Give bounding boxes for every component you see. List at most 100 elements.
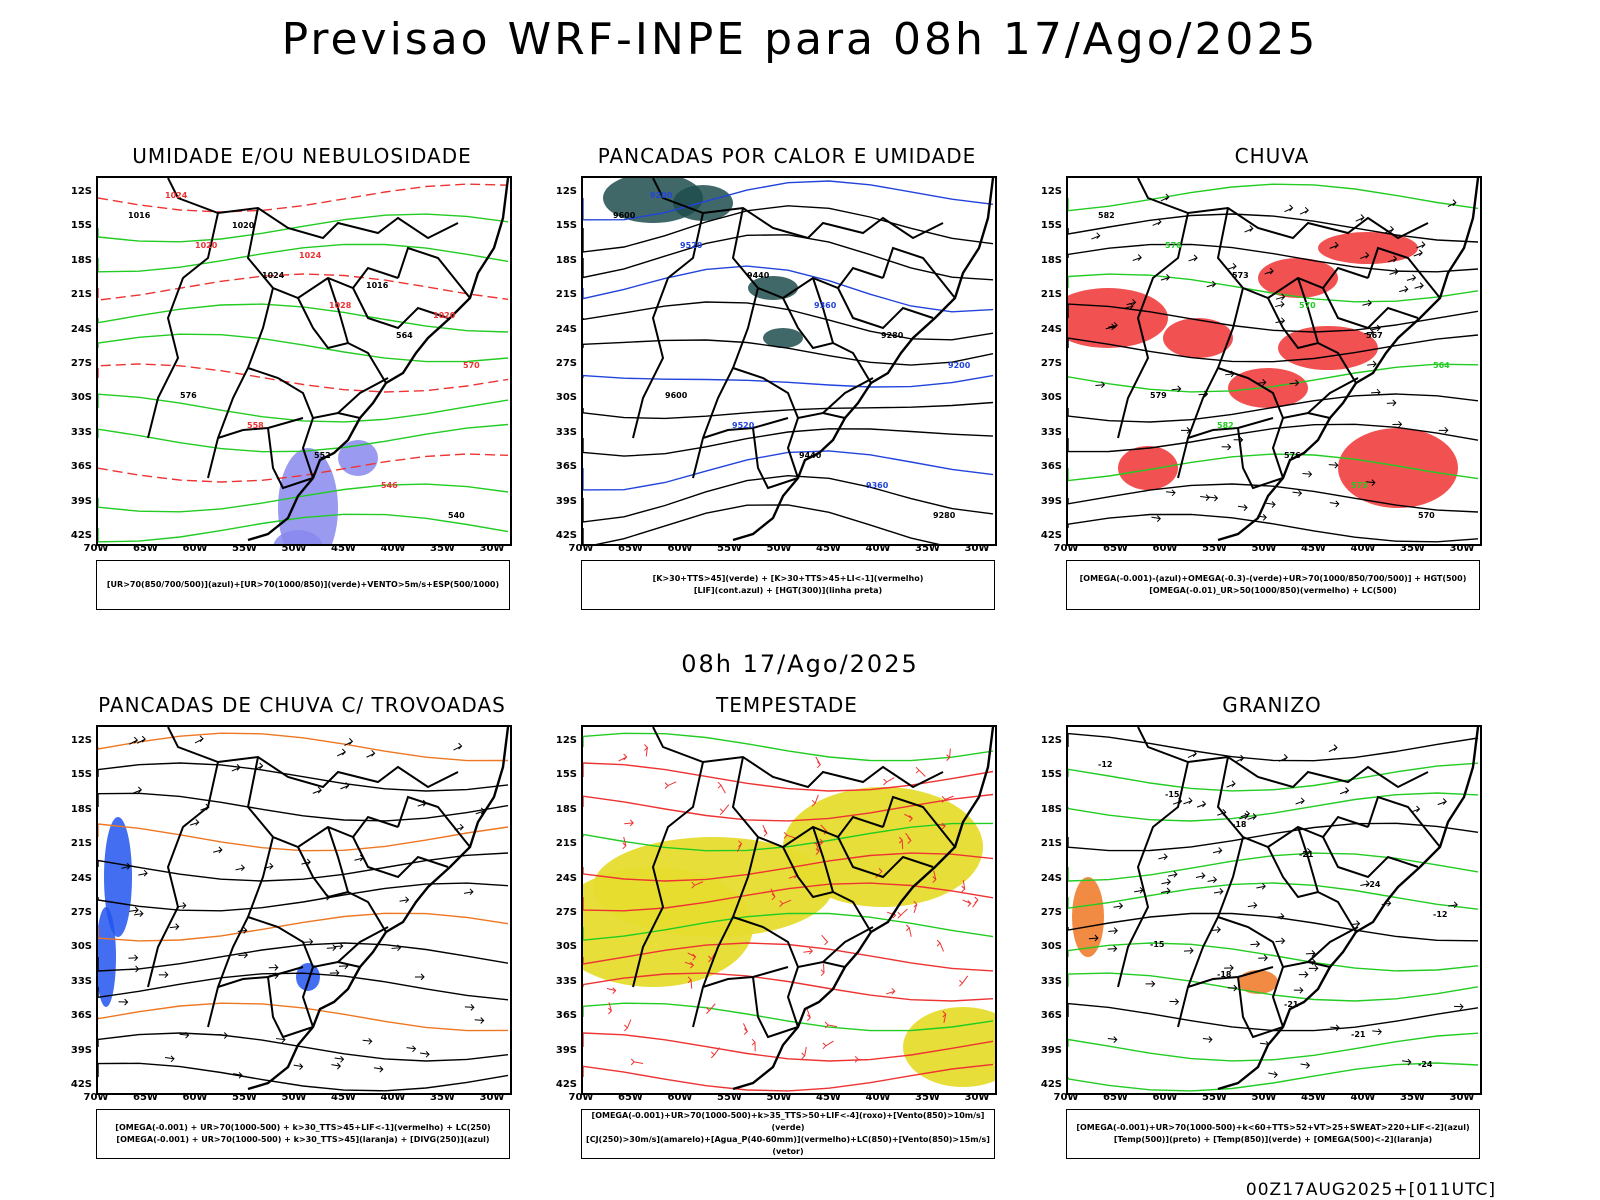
map-area bbox=[581, 725, 997, 1095]
map-panel-5: TEMPESTADE 12S 15S 18S 21S 24S 27S 30S 33S 36S 39S… bbox=[556, 693, 997, 1171]
wind-arrow bbox=[1107, 945, 1118, 952]
wind-arrow bbox=[1264, 267, 1274, 275]
wind-arrow bbox=[1362, 299, 1372, 307]
state-border bbox=[1297, 277, 1319, 344]
state-border bbox=[1217, 367, 1331, 420]
field-patch bbox=[1118, 446, 1178, 490]
longitude-label: 70W bbox=[1053, 1092, 1079, 1103]
latitude-label: 18S bbox=[70, 803, 92, 815]
wind-arrow bbox=[1389, 268, 1399, 275]
wind-arrow bbox=[1448, 901, 1458, 909]
latitude-label: 30S bbox=[555, 941, 577, 953]
field-patch bbox=[338, 440, 378, 476]
longitude-label: 30W bbox=[1449, 1092, 1475, 1103]
isoline bbox=[583, 822, 994, 852]
state-border bbox=[1367, 795, 1441, 848]
wind-arrow bbox=[820, 963, 825, 977]
latitude-label: 27S bbox=[1040, 358, 1062, 369]
longitude-label: 45W bbox=[331, 1092, 356, 1103]
latitude-label: 36S bbox=[555, 461, 577, 473]
contour-label: 9600 bbox=[613, 211, 636, 220]
latitude-label: 33S bbox=[70, 975, 92, 987]
wind-arrow bbox=[624, 819, 634, 827]
field-patch bbox=[296, 963, 320, 991]
wind-arrow bbox=[1239, 812, 1249, 820]
wind-arrow bbox=[1247, 813, 1257, 820]
longitude-label: 65W bbox=[133, 543, 158, 554]
longitude-label: 40W bbox=[380, 1092, 406, 1103]
wind-arrow bbox=[1284, 204, 1294, 213]
wind-arrow bbox=[1256, 882, 1266, 890]
state-border bbox=[731, 756, 884, 849]
state-border bbox=[731, 207, 884, 300]
map-panel-4: PANCADAS DE CHUVA C/ TROVOADAS 12S 15S 18S 2… bbox=[71, 693, 512, 1171]
wind-arrow bbox=[1196, 800, 1207, 808]
wind-arrow bbox=[1151, 515, 1162, 522]
wind-arrow bbox=[1227, 984, 1238, 992]
contour-label: 564 bbox=[1433, 361, 1450, 370]
latitude-label: 30S bbox=[70, 941, 92, 953]
state-border bbox=[692, 287, 759, 479]
map-canvas bbox=[583, 727, 995, 1092]
wind-arrow bbox=[1202, 1036, 1213, 1043]
legend-text: [OMEGA(-0.001)+UR>70(1000-500)+k>35_TTS>… bbox=[591, 1111, 985, 1132]
wind-arrow bbox=[932, 870, 937, 883]
state-border bbox=[732, 367, 846, 420]
wind-arrow bbox=[132, 786, 143, 794]
legend-text: [Temp(500)](preto) + [Temp(850)](verde) … bbox=[1113, 1135, 1433, 1144]
longitude-label: 40W bbox=[865, 1092, 891, 1103]
wind-arrow bbox=[962, 899, 972, 907]
contour-label: -24 bbox=[1418, 1060, 1433, 1069]
wind-arrow bbox=[138, 869, 148, 877]
wind-arrow bbox=[1212, 847, 1223, 854]
latitude-label: 15S bbox=[70, 769, 92, 781]
forecast-time-title: 08h 17/Ago/2025 bbox=[681, 650, 919, 678]
state-border bbox=[327, 277, 349, 344]
longitude-label: 40W bbox=[1350, 543, 1376, 554]
longitude-label: 60W bbox=[1152, 1092, 1178, 1103]
isoline bbox=[583, 450, 994, 491]
wind-arrow bbox=[453, 742, 463, 751]
contour-label: 579 bbox=[1150, 391, 1167, 400]
wind-arrow bbox=[1169, 998, 1180, 1006]
map-area: 1016 1020 1024 1028 564 570 576 558 552 546 540 102… bbox=[96, 176, 512, 546]
isoline bbox=[98, 882, 509, 912]
wind-arrow bbox=[1088, 934, 1099, 942]
latitude-label: 18S bbox=[70, 254, 92, 266]
latitude-label: 12S bbox=[1040, 186, 1062, 197]
latitude-label: 15S bbox=[70, 220, 92, 232]
latitude-label: 39S bbox=[555, 495, 577, 507]
latitude-label: 12S bbox=[555, 186, 577, 197]
state-border bbox=[1187, 966, 1274, 988]
wind-arrow bbox=[1235, 754, 1245, 763]
wind-arrow bbox=[1401, 1058, 1412, 1066]
latitude-label: 27S bbox=[70, 358, 92, 369]
latitude-label: 33S bbox=[555, 426, 577, 438]
longitude-label: 70W bbox=[568, 1092, 594, 1103]
latitude-label: 21S bbox=[555, 289, 577, 301]
longitude-label: 40W bbox=[865, 543, 891, 554]
wind-arrow bbox=[1268, 1071, 1278, 1079]
panel-title: UMIDADE E/OU NEBULOSIDADE bbox=[132, 144, 472, 168]
contour-label: 564 bbox=[396, 331, 413, 340]
state-border bbox=[147, 761, 219, 988]
map-area bbox=[96, 725, 512, 1095]
longitude-label: 55W bbox=[232, 543, 257, 554]
wind-arrow bbox=[237, 927, 248, 934]
wind-arrow bbox=[1453, 1003, 1464, 1011]
latitude-label: 24S bbox=[555, 872, 577, 884]
wind-arrow bbox=[820, 824, 828, 835]
wind-arrow bbox=[1275, 937, 1286, 945]
state-border bbox=[297, 297, 387, 384]
isoline bbox=[583, 401, 994, 420]
isoline bbox=[98, 912, 509, 942]
state-border bbox=[352, 836, 449, 879]
contour-label: 570 bbox=[1299, 301, 1316, 310]
state-border bbox=[167, 178, 459, 240]
isoline bbox=[1068, 453, 1479, 482]
contour-label: -18 bbox=[1217, 970, 1232, 979]
state-border bbox=[812, 826, 834, 893]
wind-arrow bbox=[303, 938, 314, 946]
wind-arrow bbox=[803, 947, 814, 955]
longitude-label: 40W bbox=[1350, 1092, 1376, 1103]
